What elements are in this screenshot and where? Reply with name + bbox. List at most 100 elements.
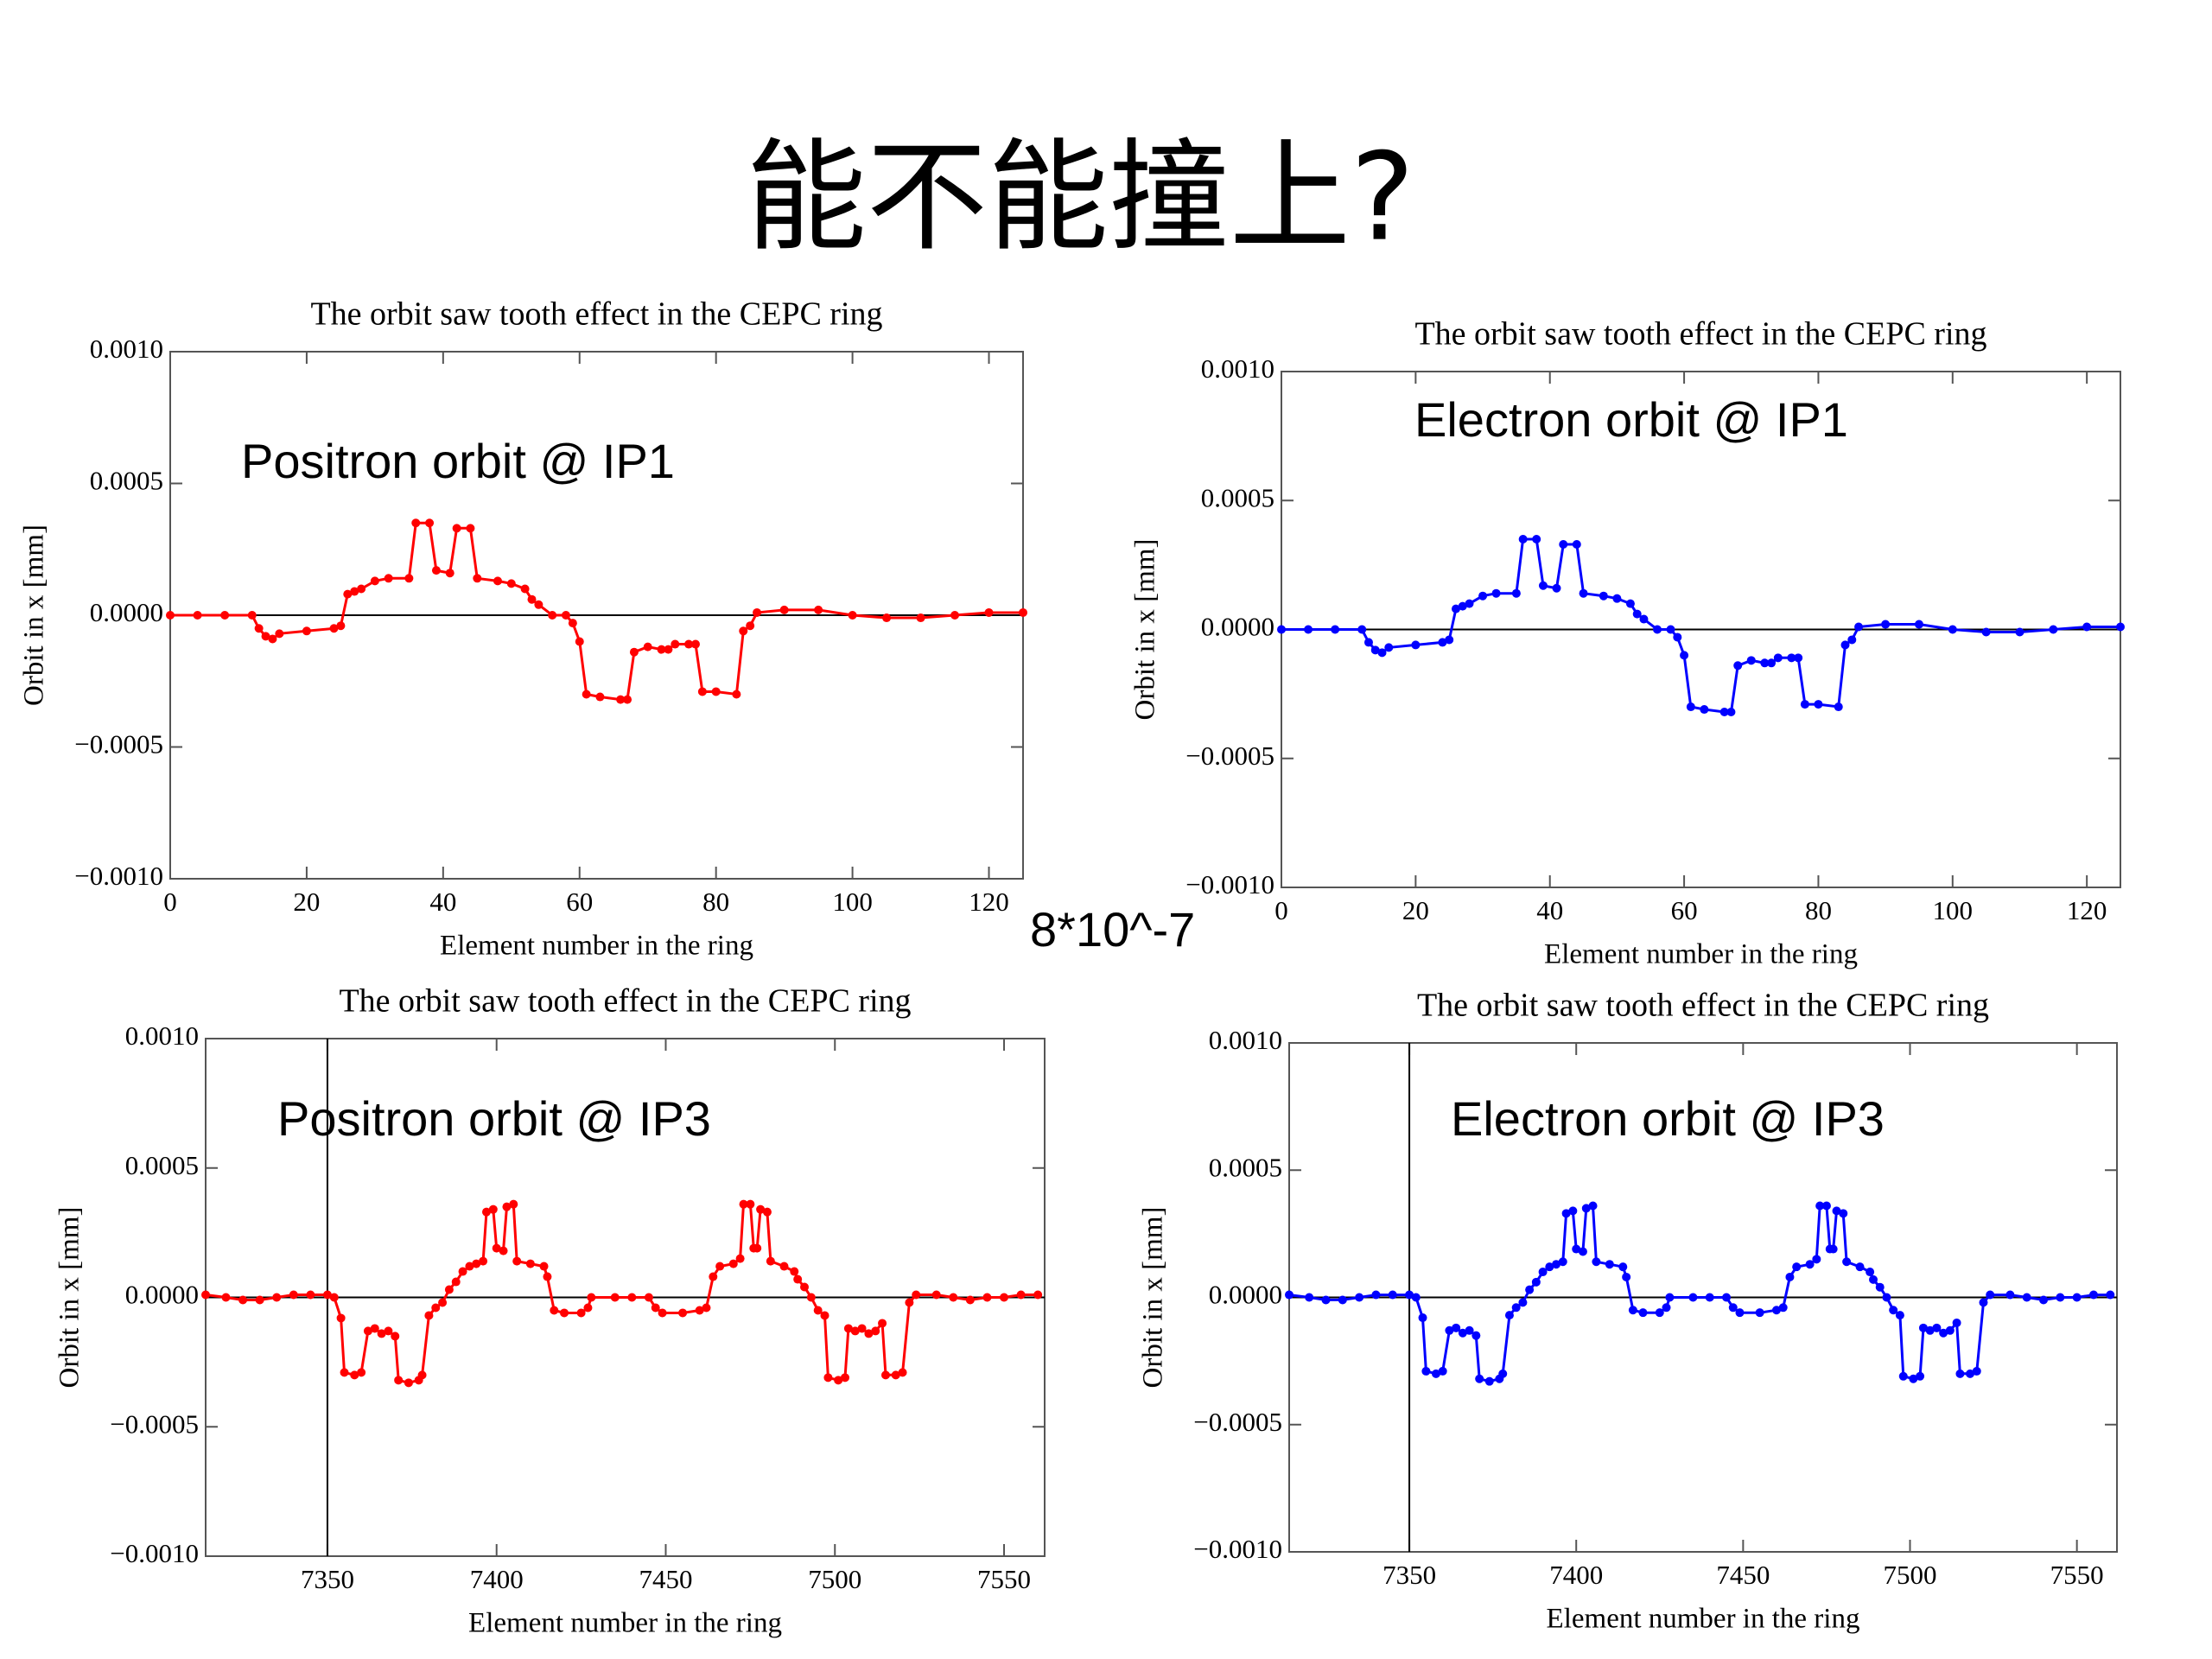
data-point — [1746, 656, 1756, 665]
data-point — [697, 687, 707, 696]
data-point — [882, 613, 892, 623]
data-point — [1558, 1257, 1567, 1267]
data-point — [193, 611, 202, 620]
data-point — [1814, 700, 1823, 709]
data-point — [1511, 588, 1521, 598]
data-point — [336, 1313, 346, 1323]
data-point — [1304, 625, 1313, 634]
data-point — [1355, 1293, 1364, 1302]
x-axis-label: Element number in the ring — [440, 931, 753, 962]
annotation: Positron orbit @ IP1 — [241, 434, 675, 488]
data-point — [247, 611, 257, 620]
data-point — [695, 1306, 704, 1315]
x-tick-label: 40 — [429, 887, 456, 917]
y-tick-label: −0.0005 — [1185, 741, 1274, 771]
data-point — [404, 574, 414, 583]
data-point — [550, 1306, 559, 1315]
data-point — [1755, 1308, 1764, 1318]
data-point — [370, 576, 379, 586]
data-point — [1875, 1282, 1885, 1292]
data-point — [370, 1324, 379, 1333]
data-point — [488, 1205, 498, 1214]
data-point — [560, 1308, 569, 1318]
data-point — [289, 1290, 298, 1300]
x-tick-label: 60 — [566, 887, 593, 917]
data-point — [1655, 1308, 1664, 1318]
data-point — [543, 1272, 552, 1281]
data-point — [1794, 653, 1803, 663]
data-point — [1945, 1325, 1955, 1335]
data-point — [1538, 1268, 1548, 1277]
data-point — [1458, 1328, 1467, 1338]
x-tick-label: 7550 — [2050, 1560, 2104, 1590]
x-tick-label: 100 — [1933, 895, 1974, 925]
data-point — [1855, 1262, 1865, 1272]
data-point — [1418, 1313, 1427, 1323]
data-point — [1451, 604, 1460, 613]
data-point — [1882, 1293, 1891, 1302]
data-point — [384, 1326, 393, 1336]
data-point — [1331, 625, 1340, 634]
data-point — [1733, 661, 1743, 671]
data-point — [814, 605, 823, 614]
data-point — [1321, 1295, 1331, 1305]
data-point — [411, 518, 421, 528]
data-point — [1760, 658, 1770, 668]
data-point — [587, 1293, 596, 1302]
data-point — [2082, 622, 2092, 632]
data-point — [1805, 1260, 1815, 1269]
data-point — [1898, 1371, 1908, 1381]
data-point — [1700, 705, 1709, 715]
data-point — [1000, 1293, 1009, 1302]
data-point — [575, 637, 584, 646]
data-point — [753, 1243, 762, 1253]
data-point — [643, 642, 652, 652]
data-point — [1421, 1366, 1431, 1376]
data-point — [1828, 1244, 1838, 1254]
data-point — [1445, 635, 1454, 645]
data-point — [1625, 599, 1635, 608]
data-point — [1639, 614, 1649, 624]
x-tick-label: 120 — [969, 887, 1009, 917]
data-point — [1545, 1262, 1554, 1272]
data-point — [1842, 1257, 1852, 1267]
data-point — [1834, 702, 1843, 712]
data-point — [857, 1324, 867, 1333]
data-point — [1800, 700, 1809, 709]
data-point — [1016, 1290, 1026, 1300]
data-point — [1785, 1272, 1795, 1281]
data-point — [732, 690, 741, 699]
data-point — [644, 1293, 653, 1302]
data-point — [848, 611, 857, 620]
data-point — [322, 1290, 332, 1300]
data-point — [425, 518, 435, 528]
data-point — [1592, 1257, 1601, 1267]
data-point — [878, 1319, 887, 1328]
data-point — [1578, 1247, 1587, 1256]
x-tick-label: 20 — [293, 887, 320, 917]
data-point — [1812, 1255, 1821, 1264]
data-point — [905, 1298, 914, 1307]
data-point — [790, 1267, 799, 1276]
data-point — [1599, 591, 1608, 601]
data-point — [534, 600, 543, 609]
data-point — [2056, 1293, 2065, 1302]
data-point — [2015, 627, 2024, 637]
data-point — [357, 1368, 366, 1377]
data-point — [1370, 645, 1380, 655]
y-tick-label: 0.0010 — [125, 1020, 199, 1051]
annotation: Electron orbit @ IP3 — [1451, 1091, 1885, 1146]
data-point — [166, 611, 175, 620]
x-tick-label: 0 — [1274, 895, 1288, 925]
data-point — [793, 1274, 803, 1284]
data-point — [1605, 1260, 1614, 1269]
data-point — [1411, 640, 1421, 650]
data-point — [1019, 607, 1027, 617]
data-point — [1388, 1290, 1397, 1300]
chart: The orbit saw tooth effect in the CEPC r… — [1138, 988, 2118, 1635]
data-point — [709, 1272, 718, 1281]
data-point — [762, 1207, 772, 1217]
data-point — [1504, 1311, 1514, 1320]
data-point — [1832, 1206, 1841, 1216]
data-point — [843, 1324, 853, 1333]
